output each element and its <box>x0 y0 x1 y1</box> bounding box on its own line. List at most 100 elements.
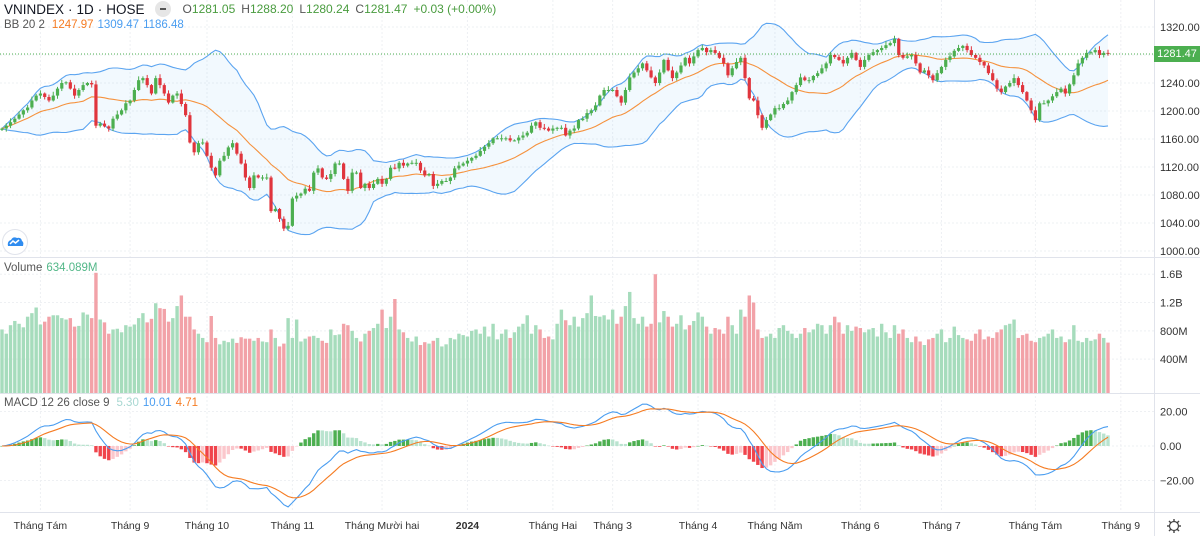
candle-body <box>956 48 961 51</box>
volume-bar <box>388 316 393 393</box>
candle <box>982 60 986 68</box>
candle <box>747 77 751 101</box>
macd-histogram-bar <box>734 446 739 454</box>
macd-histogram-bar <box>867 443 871 446</box>
candle <box>615 86 619 98</box>
volume-bar <box>559 309 564 393</box>
time-tick-label: Tháng 11 <box>271 520 315 532</box>
volume-bar <box>696 312 700 393</box>
volume-bar <box>1003 325 1008 393</box>
cloud-chart-logo-icon[interactable] <box>2 229 28 255</box>
macd-histogram-bar <box>871 443 875 446</box>
candle <box>867 53 871 62</box>
candle-body <box>171 95 175 103</box>
candle <box>687 55 692 67</box>
volume-bar <box>897 333 901 393</box>
candle <box>602 87 606 99</box>
macd-histogram-bar <box>662 445 666 446</box>
candle <box>572 125 576 134</box>
volume-bar <box>363 333 367 393</box>
candle-body <box>542 127 546 129</box>
volume-bar <box>820 325 824 393</box>
interval[interactable]: 1D <box>76 1 94 17</box>
macd-histogram-bar <box>606 439 611 446</box>
volume-bar <box>999 329 1003 393</box>
candle-body <box>525 132 529 136</box>
gear-icon[interactable] <box>1166 518 1182 534</box>
candle-body <box>709 50 713 53</box>
macd-histogram-bar <box>845 438 850 446</box>
macd-histogram-bar <box>491 437 495 446</box>
volume-bar <box>576 326 581 393</box>
minus-icon[interactable] <box>154 1 171 17</box>
open-value: 1281.05 <box>191 2 236 16</box>
volume-bar <box>935 333 939 393</box>
macd-histogram-bar <box>828 433 833 446</box>
candle <box>704 46 709 56</box>
candle-body <box>465 160 470 164</box>
volume-bar <box>299 341 303 393</box>
macd-histogram-bar <box>94 446 98 453</box>
candle-body <box>453 168 457 178</box>
macd-histogram-bar <box>21 441 26 446</box>
candle-body <box>17 114 21 119</box>
candle <box>252 172 256 190</box>
candle <box>303 186 307 196</box>
volume-legend[interactable]: Volume 634.089M <box>4 262 98 274</box>
volume-bar <box>243 338 248 393</box>
candle-body <box>21 110 25 115</box>
candle-body <box>739 57 743 62</box>
volume-bar <box>4 333 8 393</box>
volume-bar <box>670 326 675 393</box>
candle <box>1033 106 1038 123</box>
volume-bar <box>1097 333 1102 393</box>
candle-body <box>546 128 551 131</box>
bb-basis-value: 1247.97 <box>51 19 94 31</box>
candle <box>423 167 427 178</box>
candle-body <box>384 178 388 184</box>
bb-legend[interactable]: BB 20 2 1247.97 1309.47 1186.48 <box>4 19 184 31</box>
candle <box>410 160 414 165</box>
candle <box>474 153 478 160</box>
macd-histogram-bar <box>1012 446 1016 453</box>
candle-body <box>376 178 380 184</box>
volume-bar <box>303 338 307 393</box>
candle-body <box>666 59 670 71</box>
macd-histogram-bar <box>482 439 487 446</box>
candle-body <box>1025 92 1029 101</box>
volume-bar <box>768 333 773 393</box>
candle <box>1097 46 1102 59</box>
macd-histogram-bar <box>721 446 726 451</box>
candle-body <box>64 82 68 84</box>
macd-histogram-bar <box>1029 446 1033 455</box>
candle-body <box>397 162 401 169</box>
macd-histogram-bar <box>700 445 705 446</box>
macd-legend[interactable]: MACD 12 26 close 9 5.30 10.01 4.71 <box>4 397 198 409</box>
candle-body <box>474 155 478 158</box>
macd-histogram-bar <box>914 446 918 452</box>
symbol-name[interactable]: VNINDEX <box>4 1 65 17</box>
candle-body <box>1038 103 1042 121</box>
candle-body <box>568 130 572 136</box>
macd-histogram-bar <box>222 446 226 459</box>
candle-body <box>867 55 871 60</box>
candle <box>367 181 371 191</box>
candle <box>521 131 525 141</box>
candle <box>115 110 119 121</box>
candle-body <box>333 163 337 174</box>
candle <box>999 85 1003 95</box>
candle-body <box>905 56 909 58</box>
volume-bar <box>81 312 85 393</box>
price-tick-label: 1240.00 <box>1160 78 1200 90</box>
candle-body <box>538 122 542 128</box>
macd-histogram-bar <box>213 446 218 466</box>
candlestick-series <box>0 35 1110 232</box>
time-tick-label: Tháng 4 <box>679 520 718 532</box>
candle-body <box>34 95 38 101</box>
volume-bar <box>739 309 743 393</box>
candle <box>965 43 969 53</box>
candle <box>841 56 845 67</box>
macd-histogram-bar <box>730 446 734 455</box>
